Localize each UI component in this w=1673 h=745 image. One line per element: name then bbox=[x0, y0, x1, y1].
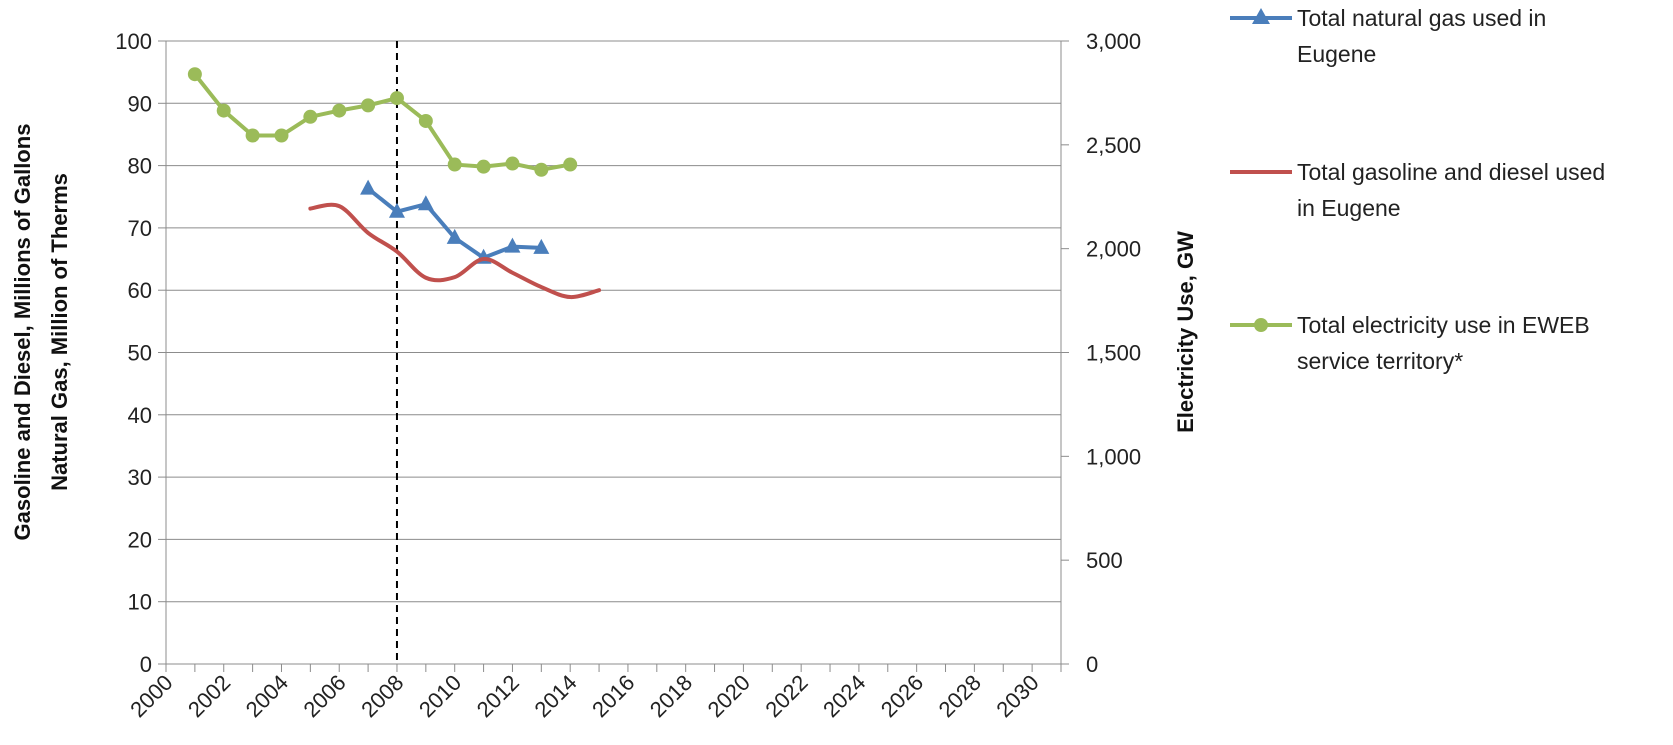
x-tick-label: 2028 bbox=[934, 670, 986, 722]
legend-label-gasoline-diesel-line2: in Eugene bbox=[1297, 195, 1401, 221]
legend-label-gasoline-diesel-line1: Total gasoline and diesel used bbox=[1297, 159, 1605, 185]
legend-item-natural-gas: Total natural gas used in Eugene bbox=[1230, 5, 1546, 67]
data-point bbox=[417, 195, 434, 211]
right-tick-label: 1,000 bbox=[1086, 444, 1141, 469]
legend-label-electricity-line2: service territory* bbox=[1297, 348, 1463, 374]
data-point bbox=[563, 157, 578, 172]
legend-label-natural-gas-line2: Eugene bbox=[1297, 41, 1376, 67]
legend: Total natural gas used in Eugene Total g… bbox=[1230, 5, 1605, 374]
legend-item-electricity: Total electricity use in EWEB service te… bbox=[1230, 312, 1590, 374]
left-tick-label: 0 bbox=[140, 652, 152, 677]
data-point bbox=[187, 67, 202, 82]
x-tick-label: 2024 bbox=[818, 670, 870, 722]
x-tick-label: 2012 bbox=[472, 670, 524, 722]
left-axis-title-line1: Gasoline and Diesel, Millions of Gallons bbox=[10, 124, 35, 541]
left-tick-label: 90 bbox=[128, 91, 152, 116]
left-tick-label: 50 bbox=[128, 341, 152, 366]
data-point bbox=[274, 128, 289, 143]
right-tick-label: 0 bbox=[1086, 652, 1098, 677]
left-tick-label: 100 bbox=[115, 29, 152, 54]
x-tick-label: 2004 bbox=[241, 670, 293, 722]
x-tick-label: 2008 bbox=[356, 670, 408, 722]
data-point bbox=[216, 103, 231, 118]
legend-label-electricity-line1: Total electricity use in EWEB bbox=[1297, 312, 1590, 338]
right-tick-label: 3,000 bbox=[1086, 29, 1141, 54]
x-tick-label: 2020 bbox=[703, 670, 755, 722]
right-axis-ticks: 0 500 1,000 1,500 2,000 2,500 3,000 bbox=[1061, 29, 1141, 677]
data-point bbox=[332, 103, 347, 118]
left-tick-label: 20 bbox=[128, 527, 152, 552]
right-tick-label: 2,500 bbox=[1086, 133, 1141, 158]
right-tick-label: 1,500 bbox=[1086, 341, 1141, 366]
left-tick-label: 40 bbox=[128, 403, 152, 428]
data-point bbox=[534, 162, 549, 177]
left-tick-label: 30 bbox=[128, 465, 152, 490]
x-tick-label: 2014 bbox=[529, 670, 581, 722]
data-point bbox=[418, 113, 433, 128]
legend-label-natural-gas-line1: Total natural gas used in bbox=[1297, 5, 1546, 31]
data-point bbox=[303, 109, 318, 124]
x-axis-ticks: 2000 2002 2004 2006 2008 2010 2012 2014 2016 2018… bbox=[125, 664, 1062, 722]
legend-marker-triangle-icon bbox=[1252, 8, 1270, 24]
left-tick-label: 80 bbox=[128, 154, 152, 179]
x-tick-label: 2016 bbox=[587, 670, 639, 722]
x-tick-label: 2000 bbox=[125, 670, 177, 722]
gridlines bbox=[166, 40, 1061, 665]
left-tick-label: 10 bbox=[128, 590, 152, 615]
data-point bbox=[533, 238, 550, 254]
x-tick-label: 2026 bbox=[876, 670, 928, 722]
right-tick-label: 2,000 bbox=[1086, 237, 1141, 262]
x-tick-label: 2002 bbox=[183, 670, 235, 722]
left-axis-title-line2: Natural Gas, Million of Therms bbox=[47, 173, 72, 491]
series-layer bbox=[187, 67, 602, 300]
data-point bbox=[505, 156, 520, 171]
left-axis-ticks: 0 10 20 30 40 50 60 70 80 90 100 bbox=[115, 29, 166, 677]
legend-marker-circle-icon bbox=[1254, 318, 1268, 332]
data-point bbox=[476, 159, 491, 174]
x-tick-label: 2006 bbox=[298, 670, 350, 722]
right-axis-title: Electricity Use, GW bbox=[1173, 231, 1198, 433]
x-tick-label: 2018 bbox=[645, 670, 697, 722]
data-point bbox=[388, 202, 405, 218]
data-point bbox=[361, 98, 376, 113]
left-tick-label: 70 bbox=[128, 216, 152, 241]
data-point bbox=[360, 179, 377, 195]
data-point bbox=[446, 228, 463, 244]
left-tick-label: 60 bbox=[128, 278, 152, 303]
series-line-2 bbox=[192, 72, 573, 172]
data-point bbox=[389, 91, 404, 106]
x-tick-label: 2010 bbox=[414, 670, 466, 722]
series-line-1 bbox=[308, 202, 602, 300]
data-point bbox=[447, 157, 462, 172]
data-point bbox=[245, 128, 260, 143]
x-tick-label: 2022 bbox=[760, 670, 812, 722]
right-tick-label: 500 bbox=[1086, 548, 1123, 573]
data-point bbox=[504, 237, 521, 253]
x-tick-label: 2030 bbox=[991, 670, 1043, 722]
legend-item-gasoline-diesel: Total gasoline and diesel used in Eugene bbox=[1230, 159, 1605, 221]
